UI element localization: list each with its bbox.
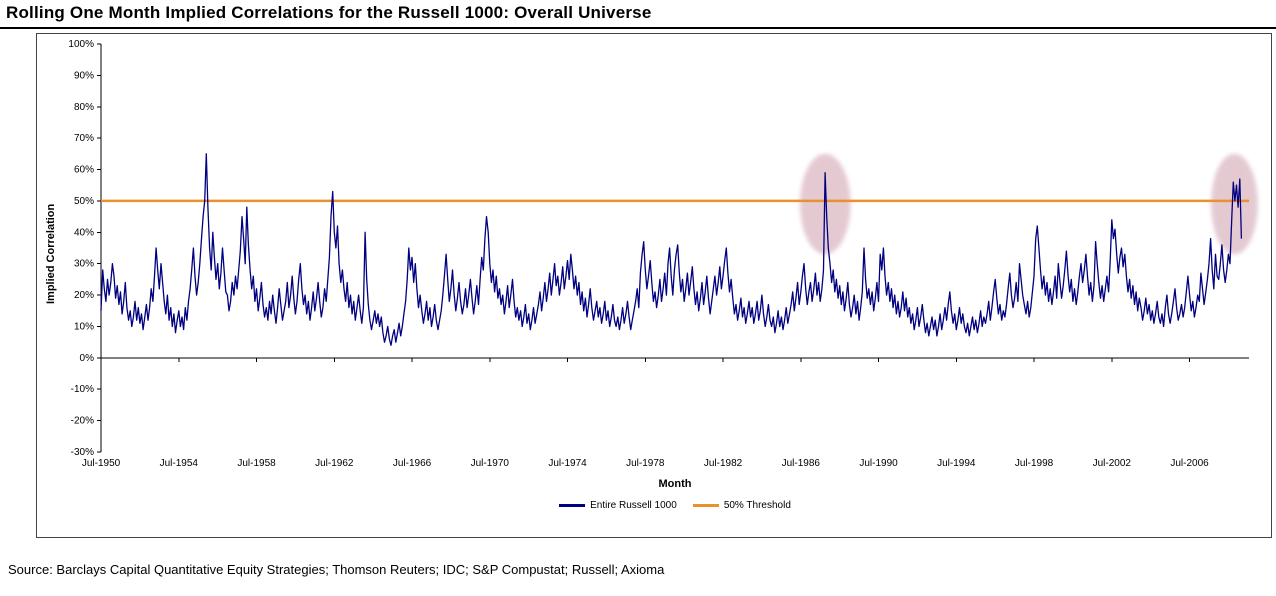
x-axis-title: Month bbox=[658, 478, 692, 490]
x-tick-label: Jul-1970 bbox=[471, 458, 510, 469]
chart-frame: 100% 90% 80% 70% 60% 50% 40% 30% 20% 10% 0% -10% -20… bbox=[36, 33, 1272, 538]
x-tick-label: Jul-1990 bbox=[859, 458, 898, 469]
x-tick-label: Jul-1962 bbox=[315, 458, 354, 469]
x-tick-label: Jul-1994 bbox=[937, 458, 976, 469]
y-axis-title: Implied Correlation bbox=[45, 203, 57, 304]
y-tick-label: 0% bbox=[80, 353, 95, 364]
legend-label-threshold: 50% Threshold bbox=[723, 500, 791, 511]
chart-canvas: 100% 90% 80% 70% 60% 50% 40% 30% 20% 10% 0% -10% -20… bbox=[68, 39, 1258, 469]
x-tick-label: Jul-1954 bbox=[160, 458, 199, 469]
x-tick-label: Jul-1978 bbox=[626, 458, 665, 469]
x-tick-label: Jul-2006 bbox=[1170, 458, 1209, 469]
y-tick-label: 80% bbox=[74, 102, 94, 113]
x-tick-label: Jul-1950 bbox=[82, 458, 121, 469]
y-tick-label: 10% bbox=[74, 321, 94, 332]
y-tick-label: 40% bbox=[74, 227, 94, 238]
highlight-ellipses bbox=[799, 153, 1258, 255]
legend-label-russell: Entire Russell 1000 bbox=[590, 500, 677, 511]
x-tick-label: Jul-1974 bbox=[548, 458, 587, 469]
x-tick-label: Jul-1958 bbox=[237, 458, 276, 469]
highlight-ellipse bbox=[1211, 153, 1258, 255]
y-tick-label: 70% bbox=[74, 133, 94, 144]
y-tick-label: -20% bbox=[71, 416, 94, 427]
legend-line-swatch-orange-icon bbox=[692, 504, 719, 507]
legend-item-russell: Entire Russell 1000 bbox=[559, 500, 677, 511]
x-tick-label: Jul-1966 bbox=[393, 458, 432, 469]
tick-labels: 100% 90% 80% 70% 60% 50% 40% 30% 20% 10% 0% -10% -20… bbox=[68, 39, 1209, 469]
source-text: Source: Barclays Capital Quantitative Eq… bbox=[8, 562, 665, 577]
y-tick-label: 50% bbox=[74, 196, 94, 207]
x-tick-label: Jul-1986 bbox=[782, 458, 821, 469]
axes bbox=[97, 43, 1249, 453]
y-tick-label: 100% bbox=[68, 39, 94, 50]
y-tick-label: 20% bbox=[74, 290, 94, 301]
y-tick-label: 90% bbox=[74, 70, 94, 81]
russell-correlation-line bbox=[100, 153, 1243, 346]
x-tick-label: Jul-1998 bbox=[1015, 458, 1054, 469]
x-tick-label: Jul-1982 bbox=[704, 458, 743, 469]
chart-title: Rolling One Month Implied Correlations f… bbox=[6, 3, 652, 22]
y-tick-label: 60% bbox=[74, 165, 94, 176]
x-tick-label: Jul-2002 bbox=[1093, 458, 1132, 469]
title-divider bbox=[0, 27, 1276, 29]
y-tick-label: -10% bbox=[71, 384, 94, 395]
y-tick-label: 30% bbox=[74, 259, 94, 270]
legend: Entire Russell 1000 50% Threshold bbox=[101, 500, 1249, 511]
legend-item-threshold: 50% Threshold bbox=[692, 500, 791, 511]
legend-line-swatch-navy-icon bbox=[559, 504, 586, 507]
highlight-ellipse bbox=[799, 153, 851, 255]
y-tick-label: -30% bbox=[71, 447, 94, 458]
